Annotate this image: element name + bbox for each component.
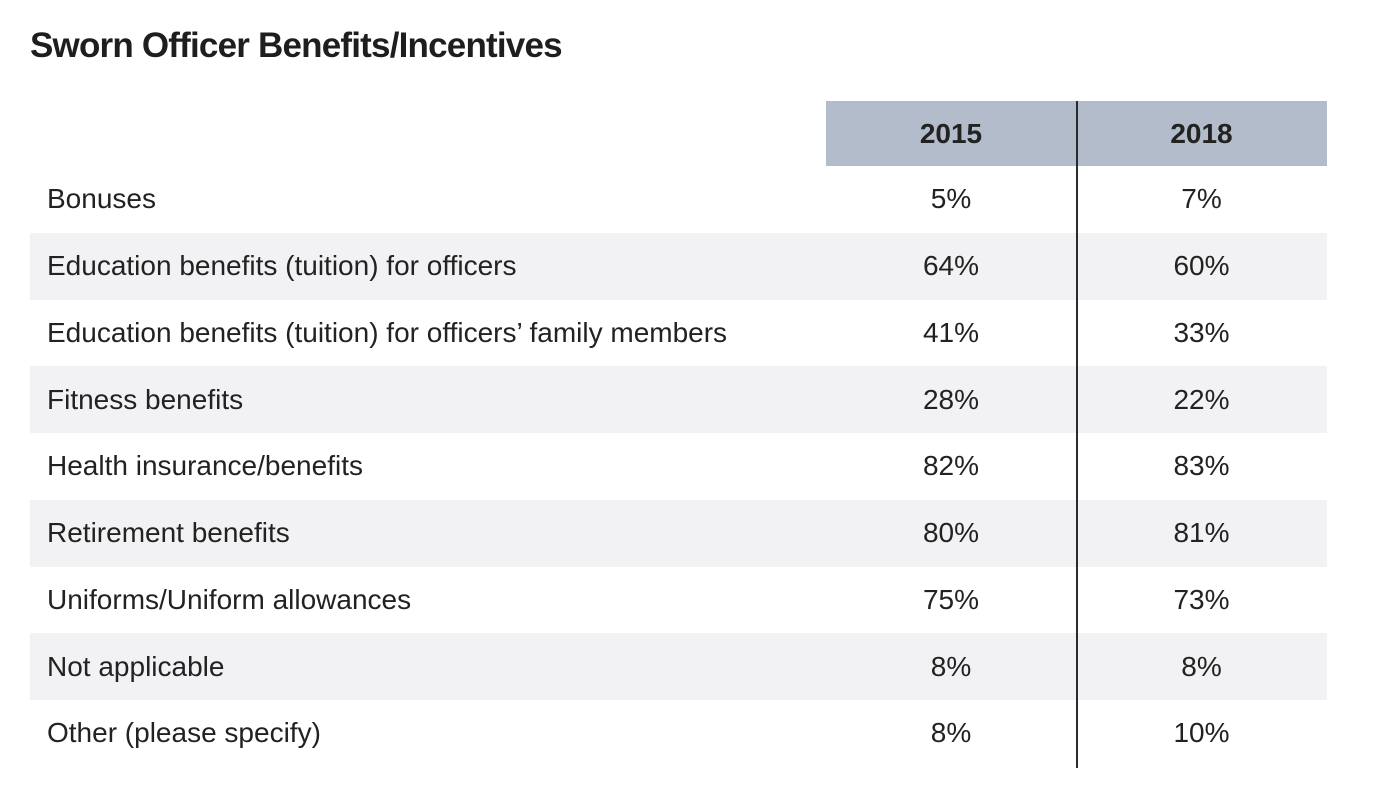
cell-2018: 73%	[1173, 583, 1230, 615]
row-label: Retirement benefits	[30, 499, 826, 567]
cell-2018: 60%	[1076, 232, 1327, 300]
table-row: Fitness benefits 28% 22%	[30, 366, 1327, 433]
column-divider	[1076, 101, 1078, 768]
cell-2015: 64%	[826, 232, 1076, 300]
table-row: Bonuses 5% 7%	[30, 166, 1327, 233]
row-label: Fitness benefits	[30, 366, 826, 433]
table-row: Retirement benefits 80% 81%	[30, 499, 1327, 567]
benefits-table: 2015 2018 Bonuses 5% 7% Education benefi…	[30, 101, 1327, 767]
column-header-2018: 2018	[1076, 101, 1327, 166]
table-body: Bonuses 5% 7% Education benefits (tuitio…	[30, 166, 1327, 767]
row-label: Other (please specify)	[47, 717, 321, 749]
row-label: Not applicable	[30, 633, 826, 700]
column-header-2015: 2015	[826, 101, 1076, 166]
cell-2018: 8%	[1076, 633, 1327, 700]
table-row: Uniforms/Uniform allowances 75% 73%	[30, 567, 1327, 634]
row-label: Health insurance/benefits	[47, 450, 363, 482]
cell-2018: 22%	[1076, 366, 1327, 433]
row-label: Bonuses	[47, 183, 156, 215]
cell-2018: 7%	[1181, 183, 1222, 215]
row-label: Education benefits (tuition) for officer…	[47, 316, 728, 348]
table-row: Education benefits (tuition) for officer…	[30, 232, 1327, 300]
cell-2015: 41%	[922, 316, 980, 348]
cell-2015: 8%	[826, 633, 1076, 700]
cell-2018: 81%	[1076, 499, 1327, 567]
cell-2015: 80%	[826, 499, 1076, 567]
row-label: Education benefits (tuition) for officer…	[30, 232, 826, 300]
table-row: Other (please specify) 8% 10%	[30, 700, 1327, 767]
cell-2018: 10%	[1173, 717, 1230, 749]
table-row: Not applicable 8% 8%	[30, 633, 1327, 700]
table-row: Health insurance/benefits 82% 83%	[30, 433, 1327, 500]
table-row: Education benefits (tuition) for officer…	[30, 300, 1327, 367]
cell-2015: 82%	[922, 450, 980, 482]
header-blank-cell	[30, 101, 826, 166]
benefits-table-container: 2015 2018 Bonuses 5% 7% Education benefi…	[30, 101, 1327, 767]
cell-2015: 8%	[930, 717, 972, 749]
row-label: Uniforms/Uniform allowances	[47, 583, 412, 615]
cell-2018: 33%	[1173, 316, 1230, 348]
cell-2015: 28%	[826, 366, 1076, 433]
chart-title: Sworn Officer Benefits/Incentives	[30, 26, 563, 65]
cell-2015: 75%	[922, 583, 980, 615]
cell-2018: 83%	[1173, 450, 1230, 482]
cell-2015: 5%	[930, 183, 972, 215]
header-row: 2015 2018	[30, 101, 1327, 166]
